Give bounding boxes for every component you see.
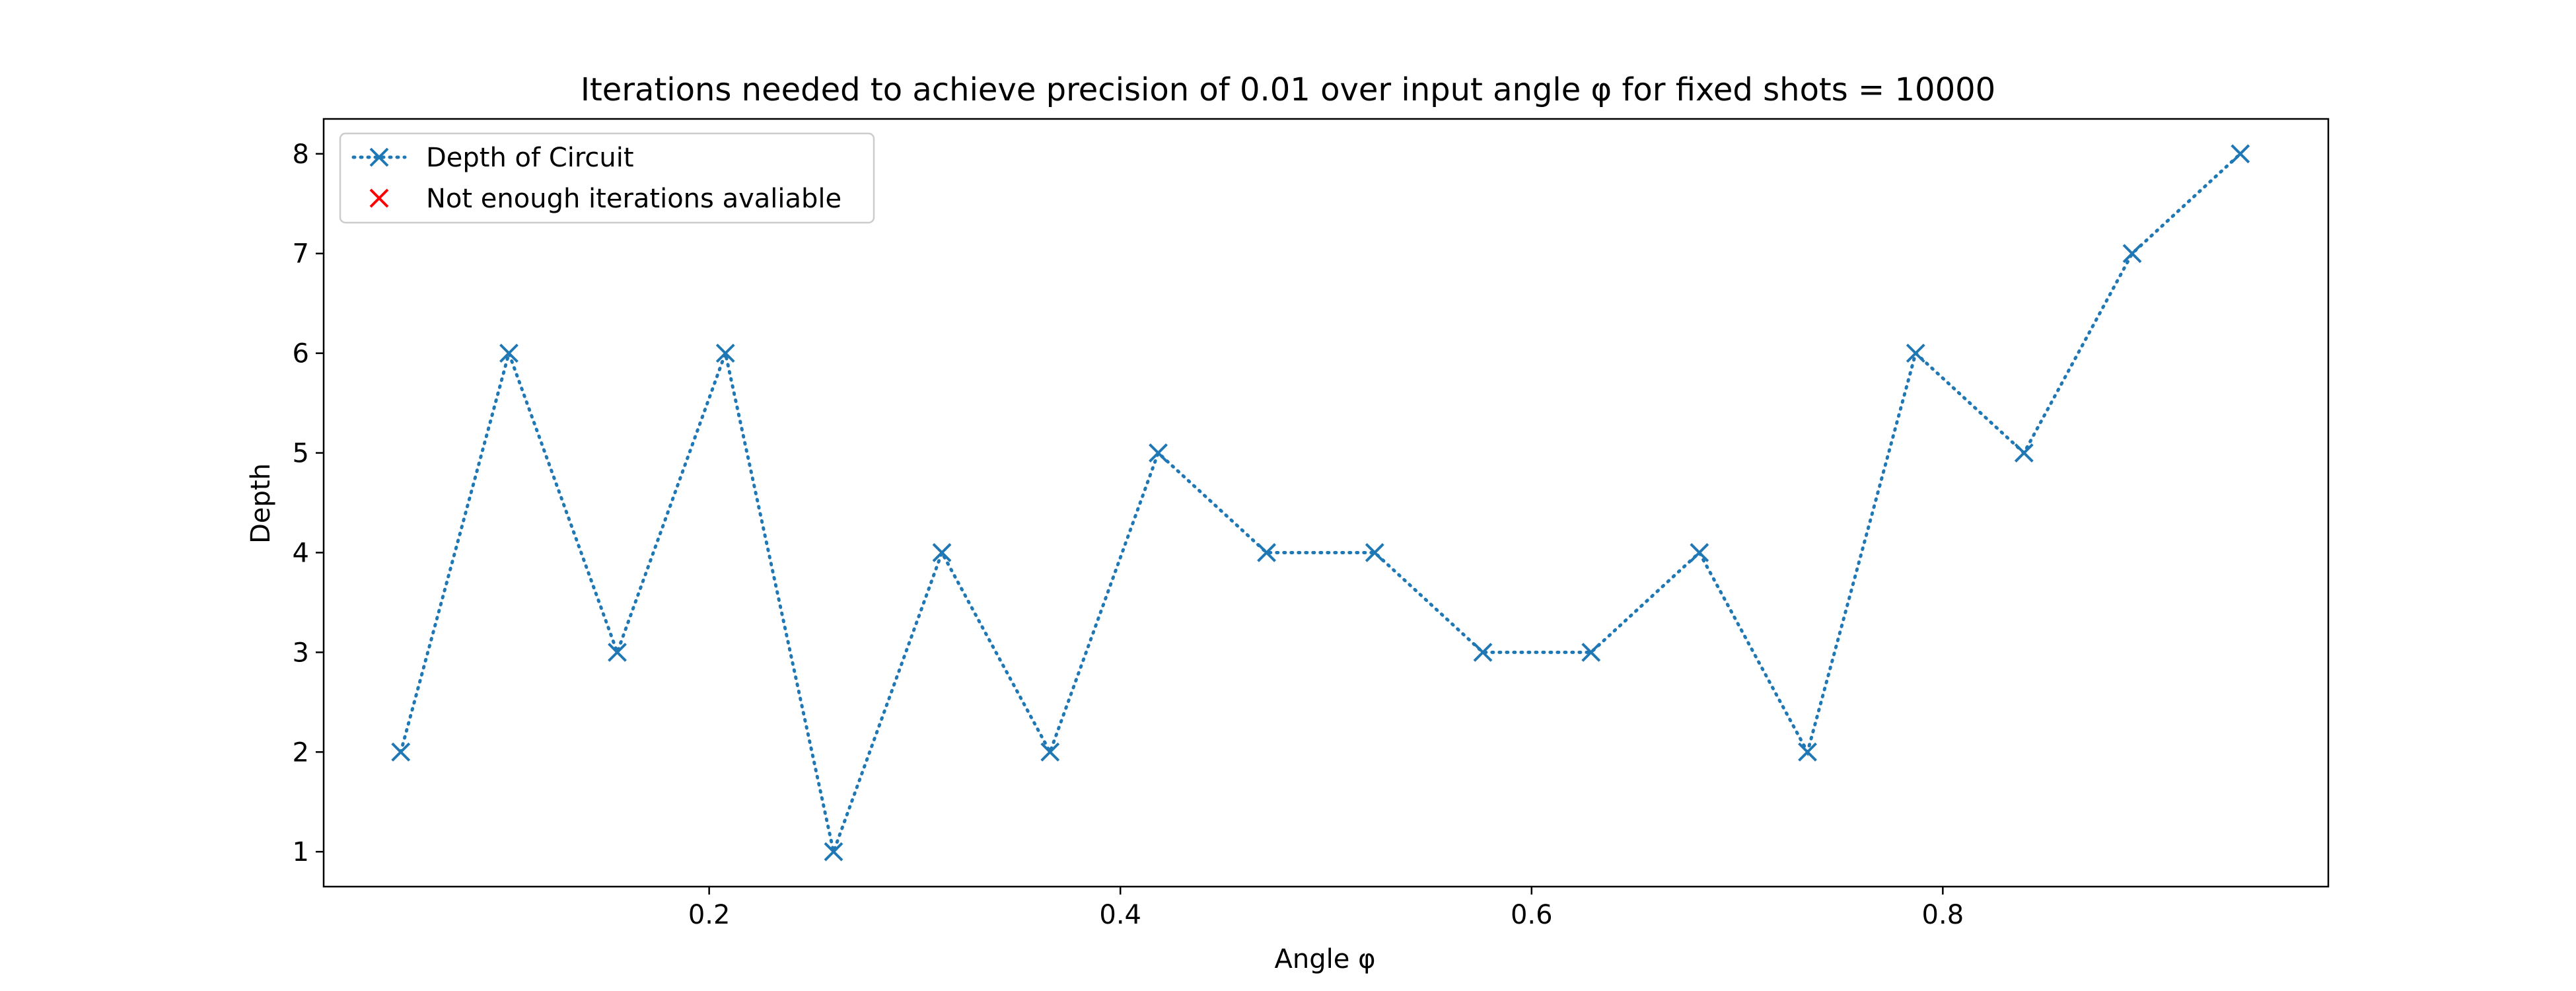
marker-stroke: [2122, 244, 2142, 264]
data-point: [2122, 244, 2142, 264]
marker-stroke: [369, 147, 389, 167]
data-point: [1690, 543, 1709, 562]
data-point: [932, 543, 952, 562]
data-point: [1149, 443, 1168, 462]
marker-stroke: [499, 344, 519, 363]
data-point: [608, 642, 627, 662]
legend: Depth of Circuit Not enough iterations av…: [339, 132, 875, 224]
y-tick-label: 3: [293, 638, 309, 668]
marker-stroke: [391, 742, 411, 762]
legend-marker-sample: [369, 188, 389, 208]
marker-stroke: [1149, 443, 1168, 462]
series-line: [399, 152, 2242, 858]
marker-stroke: [1798, 742, 1817, 762]
data-point: [1581, 642, 1601, 662]
marker-stroke: [1257, 543, 1276, 562]
data-point: [1257, 543, 1276, 562]
x-axis-label: Angle φ: [1275, 944, 1376, 974]
marker-stroke: [1690, 543, 1709, 562]
data-point: [1473, 642, 1493, 662]
chart-title: Iterations needed to achieve precision o…: [581, 71, 1995, 108]
data-point: [715, 344, 735, 363]
data-point: [1798, 742, 1817, 762]
marker-stroke: [1040, 742, 1060, 762]
marker-stroke: [1581, 642, 1601, 662]
legend-entry-label: Depth of Circuit: [426, 143, 634, 173]
y-tick-label: 5: [293, 439, 309, 469]
y-axis-ticks: 1 2 3 4 5 6 7 8: [293, 139, 324, 867]
y-tick-label: 7: [293, 239, 309, 270]
y-tick-label: 2: [293, 737, 309, 768]
marker-stroke: [2231, 144, 2250, 164]
y-tick-label: 8: [293, 139, 309, 170]
legend-marker-sample: [369, 147, 389, 167]
data-point: [1040, 742, 1060, 762]
marker-stroke: [369, 188, 389, 208]
series-layer: [391, 144, 2250, 862]
axes-frame: [322, 118, 2330, 888]
marker-stroke: [824, 842, 843, 862]
data-point: [824, 842, 843, 862]
marker-stroke: [608, 642, 627, 662]
data-point: [391, 742, 411, 762]
x-tick-label: 0.6: [1511, 900, 1553, 930]
data-point: [2014, 443, 2034, 462]
y-axis-label: Depth: [246, 463, 276, 544]
legend-box: [339, 132, 875, 224]
y-tick-label: 1: [293, 837, 309, 867]
x-axis-ticks: 0.2 0.4 0.6 0.8: [688, 887, 1964, 930]
y-tick-label: 6: [293, 339, 309, 369]
data-point: [499, 344, 519, 363]
x-tick-label: 0.4: [1099, 900, 1141, 930]
marker-stroke: [1365, 543, 1384, 562]
marker-stroke: [2014, 443, 2034, 462]
marker-stroke: [715, 344, 735, 363]
x-tick-label: 0.2: [688, 900, 731, 930]
marker-stroke: [1473, 642, 1493, 662]
y-tick-label: 4: [293, 538, 309, 568]
legend-entry-label: Not enough iterations avaliable: [426, 184, 841, 214]
plot-area: [322, 118, 2330, 888]
marker-stroke: [932, 543, 952, 562]
data-point: [1365, 543, 1384, 562]
data-point: [2231, 144, 2250, 164]
marker-stroke: [1906, 344, 1925, 363]
data-point: [1906, 344, 1925, 363]
x-tick-label: 0.8: [1922, 900, 1964, 930]
